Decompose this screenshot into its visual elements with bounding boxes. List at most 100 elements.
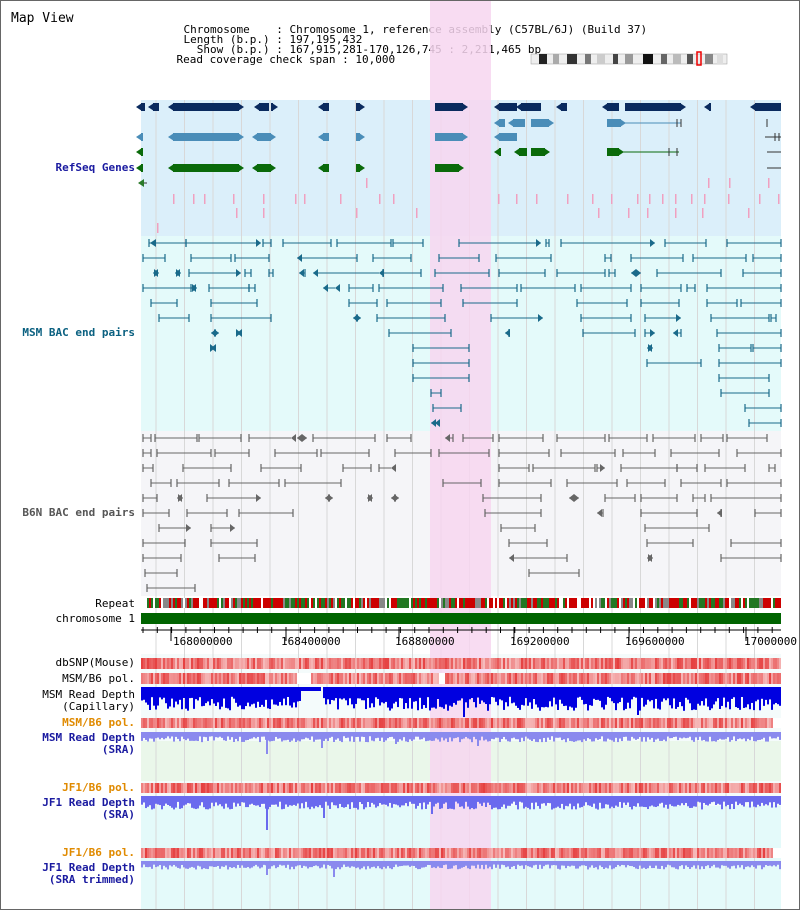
polymorphism-cell [507, 783, 509, 793]
track-label-jf1-b6-pol-2[interactable]: JF1/B6 pol. [62, 846, 135, 859]
polymorphism-cell [401, 673, 403, 684]
repeat-element [191, 598, 193, 608]
polymorphism-cell [471, 783, 473, 793]
read-depth-bar [575, 796, 577, 810]
polymorphism-cell [259, 673, 261, 684]
polymorphism-cell [147, 673, 149, 684]
read-depth-bar [411, 687, 413, 709]
read-depth-bar [591, 861, 593, 866]
polymorphism-cell [463, 848, 465, 858]
repeat-element [773, 598, 775, 608]
repeat-element [221, 598, 223, 608]
read-depth-bar [447, 861, 449, 870]
read-depth-bar [195, 687, 197, 700]
polymorphism-cell [429, 783, 431, 793]
snp-marker [393, 194, 395, 204]
polymorphism-cell [181, 718, 183, 728]
polymorphism-cell [725, 718, 727, 728]
polymorphism-cell [573, 848, 575, 858]
track-label-msm-b6-pol-2[interactable]: MSM/B6 pol. [62, 716, 135, 729]
polymorphism-cell [633, 673, 635, 684]
read-depth-bar [457, 861, 459, 870]
read-depth-bar [771, 687, 773, 710]
polymorphism-cell [751, 718, 753, 728]
track-label-msm-bac[interactable]: MSM BAC end pairs [22, 326, 135, 339]
polymorphism-cell [283, 848, 285, 858]
polymorphism-cell [653, 658, 655, 669]
polymorphism-cell [651, 718, 653, 728]
polymorphism-cell [693, 783, 695, 793]
read-depth-bar [485, 796, 487, 807]
track-label-msm-depth-sra-1[interactable]: MSM Read Depth [42, 731, 135, 744]
read-depth-bar [431, 732, 433, 741]
polymorphism-cell [147, 718, 149, 728]
polymorphism-cell [741, 658, 743, 669]
polymorphism-cell [163, 848, 165, 858]
read-depth-bar [309, 861, 311, 868]
polymorphism-cell [427, 783, 429, 793]
polymorphism-cell [599, 848, 601, 858]
repeat-element [489, 598, 491, 608]
track-label-jf1-depth-sra-1[interactable]: JF1 Read Depth [42, 796, 135, 809]
read-depth-bar [329, 861, 331, 866]
read-depth-bar [745, 687, 747, 708]
read-depth-bar [247, 796, 249, 808]
read-depth-bar [587, 732, 589, 739]
track-label-msm-depth-cap-1[interactable]: MSM Read Depth [42, 688, 135, 701]
read-depth-bar [317, 732, 319, 740]
read-depth-bar [201, 732, 203, 743]
read-depth-bar [591, 796, 593, 807]
read-depth-bar [583, 732, 585, 740]
polymorphism-cell [231, 718, 233, 728]
polymorphism-cell [345, 718, 347, 728]
read-depth-bar [403, 687, 405, 709]
polymorphism-cell [223, 783, 225, 793]
repeat-element [493, 598, 495, 608]
read-depth-bar [355, 732, 357, 738]
read-depth-bar [731, 796, 733, 804]
read-depth-bar [609, 732, 611, 740]
read-depth-bar [279, 861, 281, 865]
polymorphism-cell [295, 848, 297, 858]
track-label-dbsnp[interactable]: dbSNP(Mouse) [55, 656, 135, 669]
repeat-element [423, 598, 425, 608]
read-depth-bar [543, 796, 545, 804]
polymorphism-cell [413, 848, 415, 858]
track-label-chromosome[interactable]: chromosome 1 [55, 612, 135, 625]
polymorphism-cell [499, 673, 501, 684]
read-depth-bar [203, 796, 205, 808]
polymorphism-cell [307, 783, 309, 793]
read-depth-bar [501, 796, 503, 807]
read-depth-bar [435, 687, 437, 709]
polymorphism-cell [593, 658, 595, 669]
polymorphism-cell [415, 658, 417, 669]
read-depth-bar [535, 732, 537, 742]
read-depth-bar [479, 796, 481, 804]
read-depth-bar [619, 732, 621, 739]
track-label-jf1-depth-trim-1[interactable]: JF1 Read Depth [42, 861, 135, 874]
polymorphism-cell [225, 718, 227, 728]
read-depth-bar [317, 796, 319, 808]
read-depth-bar [531, 732, 533, 742]
read-depth-bar [709, 796, 711, 804]
polymorphism-cell [477, 658, 479, 669]
track-label-jf1-b6-pol-1[interactable]: JF1/B6 pol. [62, 781, 135, 794]
read-depth-bar [741, 796, 743, 806]
track-label-refseq[interactable]: RefSeq Genes [55, 161, 135, 174]
repeat-element [417, 598, 419, 608]
repeat-element [673, 598, 675, 608]
polymorphism-cell [739, 673, 741, 684]
polymorphism-cell [685, 848, 687, 858]
track-label-b6n-bac[interactable]: B6N BAC end pairs [22, 506, 135, 519]
read-depth-bar [541, 732, 543, 743]
polymorphism-cell [289, 673, 291, 684]
track-label-msm-b6-pol-1[interactable]: MSM/B6 pol. [62, 672, 135, 685]
polymorphism-cell [719, 848, 721, 858]
read-depth-bar [357, 861, 359, 868]
polymorphism-cell [559, 718, 561, 728]
track-label-repeat[interactable]: Repeat [95, 597, 135, 610]
polymorphism-cell [687, 783, 689, 793]
polymorphism-cell [347, 848, 349, 858]
polymorphism-cell [573, 718, 575, 728]
